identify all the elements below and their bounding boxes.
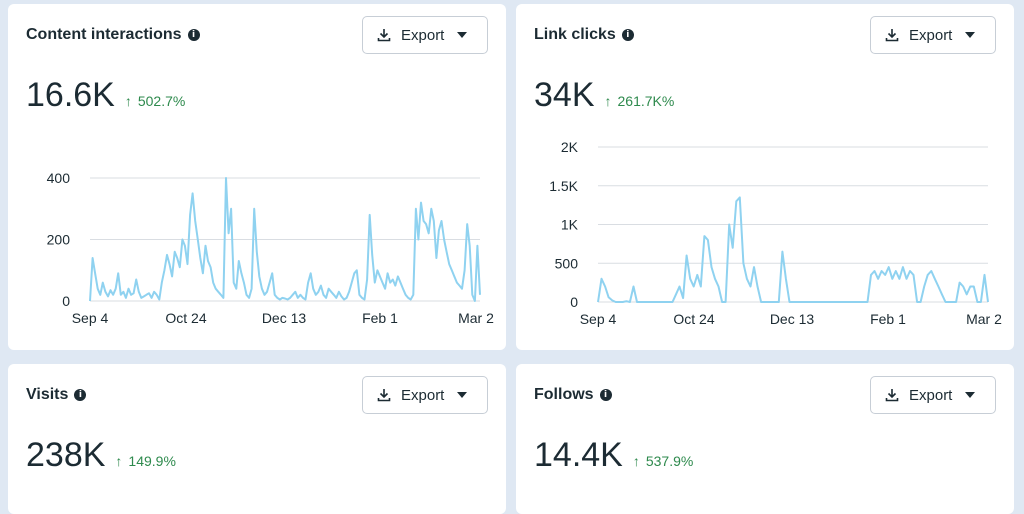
export-button[interactable]: Export [362,376,488,414]
card-title: Link clicks i [534,26,634,44]
metric-change: ↑ 261.7K% [605,93,675,109]
follows-card: Follows i Export 14.4K ↑ 537.9% [516,364,1014,514]
y-tick-label: 1.5K [549,178,578,194]
export-label: Export [909,26,953,44]
metric-change: ↑ 502.7% [125,93,185,109]
card-title: Content interactions i [26,26,200,44]
metric: 16.6K ↑ 502.7% [26,76,185,115]
caret-down-icon [965,392,976,398]
arrow-up-icon: ↑ [115,453,123,469]
arrow-up-icon: ↑ [632,453,640,469]
metric: 238K ↑ 149.9% [26,436,176,475]
y-tick-label: 400 [47,170,71,186]
x-tick-label: Sep 4 [580,311,617,327]
arrow-up-icon: ↑ [124,93,132,109]
card-title-text: Link clicks [534,26,616,43]
x-tick-label: Sep 4 [72,310,109,326]
series-line [89,177,481,302]
metric-value: 14.4K [534,436,623,474]
download-icon [885,389,899,402]
content-interactions-card: Content interactions i Export 16.6K ↑ 502… [8,4,506,350]
info-icon[interactable]: i [74,389,87,401]
card-title: Visits i [26,386,87,404]
metric-change-value: 537.9% [645,453,694,469]
info-icon[interactable]: i [187,29,200,41]
metric-value: 16.6K [26,76,115,114]
export-button[interactable]: Export [870,16,996,54]
card-title-text: Content interactions [26,26,182,43]
y-tick-label: 1K [561,217,579,233]
export-label: Export [401,26,445,44]
x-tick-label: Mar 2 [458,310,494,326]
x-tick-label: Oct 24 [673,311,714,327]
x-tick-label: Oct 24 [165,310,206,326]
export-label: Export [909,386,953,404]
download-icon [885,29,899,42]
y-tick-label: 200 [47,232,71,248]
caret-down-icon [457,392,468,398]
metric: 14.4K ↑ 537.9% [534,436,693,475]
arrow-up-icon: ↑ [604,93,612,109]
link-clicks-card: Link clicks i Export 34K ↑ 261.7K% 2K 1.5K… [516,4,1014,350]
caret-down-icon [457,32,468,38]
metric-change: ↑ 537.9% [633,453,693,469]
y-tick-label: 2K [561,139,579,155]
card-title-text: Follows [534,386,594,403]
x-tick-label: Dec 13 [770,311,815,327]
x-tick-label: Feb 1 [870,311,906,327]
y-tick-label: 0 [62,293,70,309]
export-button[interactable]: Export [870,376,996,414]
metric-change-value: 502.7% [137,93,186,109]
card-title: Follows i [534,386,612,404]
metric: 34K ↑ 261.7K% [534,76,674,115]
series-line [597,196,989,303]
export-button[interactable]: Export [362,16,488,54]
y-tick-label: 0 [570,294,578,310]
x-tick-label: Mar 2 [966,311,1002,327]
metric-value: 34K [534,76,595,114]
export-label: Export [401,386,445,404]
x-tick-label: Dec 13 [262,310,307,326]
x-tick-label: Feb 1 [362,310,398,326]
y-tick-label: 500 [555,255,579,271]
metric-change-value: 149.9% [128,453,176,469]
metric-change-value: 261.7K% [617,93,675,109]
caret-down-icon [965,32,976,38]
card-title-text: Visits [26,386,69,403]
metric-change: ↑ 149.9% [115,453,175,469]
metric-value: 238K [26,436,106,474]
download-icon [377,389,391,402]
info-icon[interactable]: i [621,29,634,41]
download-icon [377,29,391,42]
visits-card: Visits i Export 238K ↑ 149.9% [8,364,506,514]
info-icon[interactable]: i [599,389,612,401]
